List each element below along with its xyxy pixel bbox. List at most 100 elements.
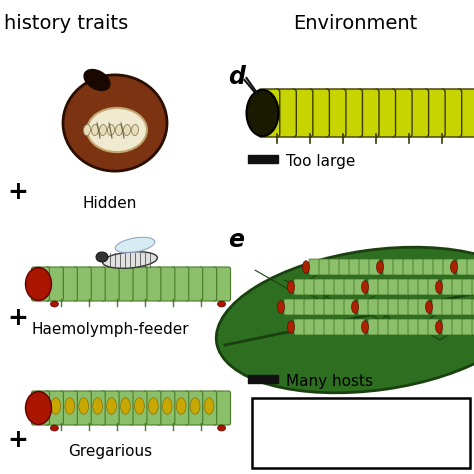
FancyBboxPatch shape — [403, 259, 414, 275]
Ellipse shape — [79, 398, 89, 414]
FancyBboxPatch shape — [408, 299, 419, 315]
FancyBboxPatch shape — [258, 89, 280, 137]
FancyBboxPatch shape — [115, 267, 133, 301]
FancyBboxPatch shape — [199, 391, 217, 425]
FancyBboxPatch shape — [304, 319, 315, 335]
FancyBboxPatch shape — [378, 319, 389, 335]
Ellipse shape — [26, 392, 52, 425]
FancyBboxPatch shape — [428, 319, 439, 335]
FancyBboxPatch shape — [368, 319, 379, 335]
Ellipse shape — [83, 125, 91, 136]
Text: Favoured types of h: Favoured types of h — [260, 405, 425, 420]
FancyBboxPatch shape — [432, 299, 443, 315]
Ellipse shape — [362, 321, 368, 333]
Text: e: e — [228, 228, 244, 252]
FancyBboxPatch shape — [374, 89, 395, 137]
Ellipse shape — [120, 398, 130, 414]
FancyBboxPatch shape — [472, 319, 474, 335]
FancyBboxPatch shape — [418, 279, 429, 295]
Ellipse shape — [87, 108, 147, 152]
Ellipse shape — [50, 425, 58, 431]
FancyBboxPatch shape — [324, 89, 346, 137]
Ellipse shape — [176, 398, 186, 414]
Text: +: + — [8, 180, 28, 204]
Text: Haemolymph-feeder: Haemolymph-feeder — [31, 322, 189, 337]
FancyBboxPatch shape — [344, 279, 355, 295]
FancyBboxPatch shape — [398, 299, 409, 315]
Ellipse shape — [163, 398, 172, 414]
Bar — [252, 398, 470, 468]
FancyBboxPatch shape — [357, 89, 379, 137]
FancyBboxPatch shape — [442, 279, 453, 295]
FancyBboxPatch shape — [291, 89, 313, 137]
FancyBboxPatch shape — [354, 279, 365, 295]
FancyBboxPatch shape — [359, 259, 370, 275]
Ellipse shape — [102, 252, 157, 268]
FancyBboxPatch shape — [59, 391, 77, 425]
FancyBboxPatch shape — [199, 267, 217, 301]
Ellipse shape — [148, 398, 158, 414]
Ellipse shape — [115, 237, 155, 253]
Ellipse shape — [65, 398, 74, 414]
Ellipse shape — [93, 398, 102, 414]
FancyBboxPatch shape — [388, 319, 399, 335]
FancyBboxPatch shape — [407, 89, 428, 137]
FancyBboxPatch shape — [46, 391, 64, 425]
FancyBboxPatch shape — [157, 391, 175, 425]
FancyBboxPatch shape — [462, 299, 473, 315]
Ellipse shape — [107, 398, 117, 414]
FancyBboxPatch shape — [413, 259, 424, 275]
FancyBboxPatch shape — [428, 279, 439, 295]
FancyBboxPatch shape — [368, 299, 379, 315]
Ellipse shape — [450, 261, 457, 273]
FancyBboxPatch shape — [418, 319, 429, 335]
FancyBboxPatch shape — [157, 267, 175, 301]
FancyBboxPatch shape — [314, 279, 325, 295]
FancyBboxPatch shape — [329, 259, 340, 275]
FancyBboxPatch shape — [452, 299, 463, 315]
FancyBboxPatch shape — [339, 259, 350, 275]
FancyBboxPatch shape — [358, 299, 369, 315]
Ellipse shape — [116, 125, 122, 136]
Ellipse shape — [135, 398, 144, 414]
Text: Many hosts: Many hosts — [286, 374, 373, 389]
FancyBboxPatch shape — [462, 319, 473, 335]
FancyBboxPatch shape — [398, 319, 409, 335]
FancyBboxPatch shape — [349, 259, 360, 275]
FancyBboxPatch shape — [308, 89, 329, 137]
Ellipse shape — [216, 247, 474, 393]
FancyBboxPatch shape — [354, 319, 365, 335]
FancyBboxPatch shape — [369, 259, 380, 275]
Ellipse shape — [96, 252, 108, 262]
FancyBboxPatch shape — [408, 279, 419, 295]
Ellipse shape — [51, 398, 61, 414]
FancyBboxPatch shape — [87, 391, 105, 425]
Ellipse shape — [277, 301, 284, 313]
Text: Early arrestment: Early arrestment — [272, 426, 395, 441]
FancyBboxPatch shape — [423, 89, 445, 137]
FancyBboxPatch shape — [32, 391, 49, 425]
FancyBboxPatch shape — [87, 267, 105, 301]
FancyBboxPatch shape — [472, 299, 474, 315]
FancyBboxPatch shape — [185, 391, 203, 425]
Ellipse shape — [436, 281, 443, 293]
Ellipse shape — [131, 125, 138, 136]
FancyBboxPatch shape — [171, 267, 189, 301]
FancyBboxPatch shape — [294, 279, 305, 295]
Ellipse shape — [376, 261, 383, 273]
Ellipse shape — [302, 261, 310, 273]
Text: +: + — [8, 428, 28, 452]
FancyBboxPatch shape — [304, 299, 315, 315]
FancyBboxPatch shape — [344, 299, 355, 315]
FancyBboxPatch shape — [324, 319, 335, 335]
FancyBboxPatch shape — [462, 279, 473, 295]
FancyBboxPatch shape — [129, 267, 147, 301]
FancyBboxPatch shape — [418, 299, 429, 315]
Bar — [248, 155, 278, 163]
FancyBboxPatch shape — [101, 391, 119, 425]
FancyBboxPatch shape — [344, 319, 355, 335]
FancyBboxPatch shape — [398, 279, 409, 295]
FancyBboxPatch shape — [378, 299, 389, 315]
FancyBboxPatch shape — [101, 267, 119, 301]
FancyBboxPatch shape — [472, 279, 474, 295]
